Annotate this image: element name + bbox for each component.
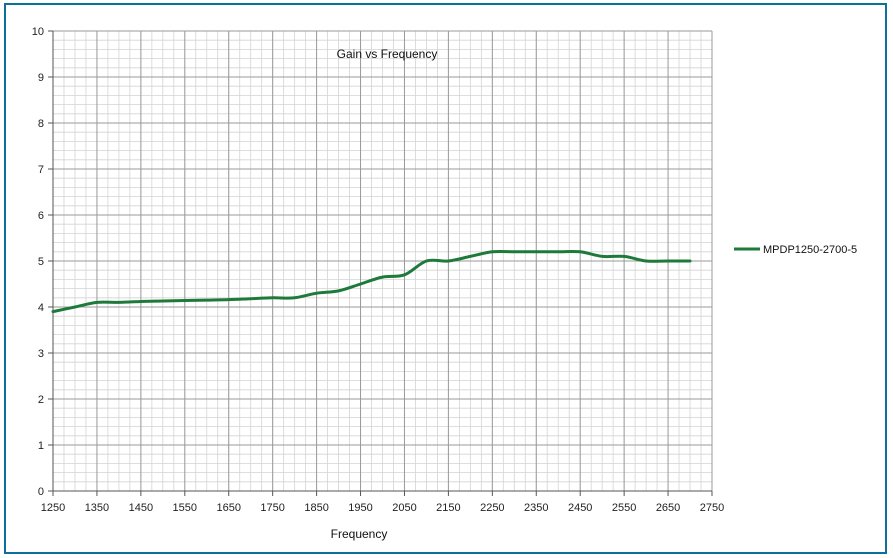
x-tick-label: 1650 [216,502,240,514]
y-tick-label: 1 [38,440,44,452]
x-axis-label: Frequency [331,527,388,541]
legend-label-mpdp1250-2700-5: MPDP1250-2700-5 [763,244,857,256]
x-tick-label: 1350 [85,502,109,514]
y-tick-label: 8 [38,118,44,130]
y-tick-label: 0 [38,486,44,498]
y-tick-label: 5 [38,256,44,268]
x-tick-label: 2350 [524,502,548,514]
y-tick-label: 6 [38,210,44,222]
x-tick-label: 2050 [392,502,416,514]
legend: MPDP1250-2700-5 [734,244,857,256]
x-tick-label: 1950 [348,502,372,514]
y-tick-label: 4 [38,302,44,314]
x-tick-label: 2650 [656,502,680,514]
x-tick-label: 1550 [173,502,197,514]
x-tick-label: 2150 [436,502,460,514]
y-axis-ticks: 0 1 2 3 4 5 6 7 8 9 10 [32,26,53,498]
y-tick-label: 9 [38,72,44,84]
x-tick-label: 1250 [41,502,65,514]
x-tick-label: 2450 [568,502,592,514]
series-layer [51,249,692,314]
x-tick-label: 2750 [700,502,724,514]
y-tick-label: 10 [32,26,44,38]
x-axis-ticks: 1250 1350 1450 1550 1650 1750 1850 1950 2050 2150… [41,491,724,514]
x-tick-label: 1850 [304,502,328,514]
y-tick-label: 7 [38,164,44,176]
chart-title: Gain vs Frequency [337,47,438,61]
x-tick-label: 2250 [480,502,504,514]
series-line-mpdp1250-2700-5 [51,249,692,314]
x-tick-label: 2550 [612,502,636,514]
x-tick-label: 1450 [129,502,153,514]
y-tick-label: 3 [38,348,44,360]
chart-frame [4,3,887,554]
x-tick-label: 1750 [260,502,284,514]
y-tick-label: 2 [38,394,44,406]
